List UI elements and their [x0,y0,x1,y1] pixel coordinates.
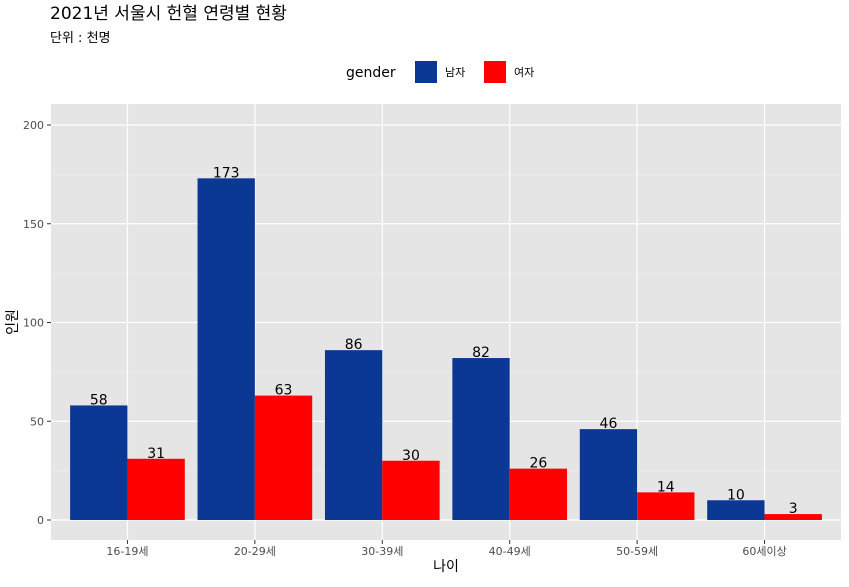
bar-value-label: 46 [600,416,618,432]
bar-female [254,395,313,520]
legend-swatch-female [484,61,506,83]
y-axis: 0 50 100 150 200 [23,119,51,527]
y-tick-label: 150 [23,218,44,231]
y-tick-label: 50 [30,415,44,428]
bar-male [197,178,255,520]
legend-title: gender [346,65,396,81]
bar-female [382,460,440,520]
bar-value-label: 82 [472,345,490,361]
x-tick-label: 30-39세 [361,545,403,558]
bar-value-label: 58 [90,392,108,408]
y-axis-title: 인원 [5,309,21,335]
chart-subtitle: 단위 : 천명 [50,31,111,46]
bar-value-label: 173 [213,165,240,181]
x-axis-title: 나이 [433,559,459,575]
bar-female [764,514,822,520]
bar-value-label: 30 [402,448,420,464]
legend-label-female: 여자 [514,66,534,79]
bar-female [509,468,568,520]
legend-swatch-male [415,61,437,83]
x-tick-label: 16-19세 [106,545,148,558]
x-tick-label: 20-29세 [234,545,276,558]
bar-male [579,429,638,520]
y-tick-label: 200 [23,119,44,132]
bar-male [324,350,383,520]
bar-value-label: 63 [275,383,293,399]
bar-value-label: 86 [345,337,363,353]
bar-value-label: 26 [529,456,547,472]
y-tick-label: 0 [37,514,44,527]
bar-value-label: 3 [789,501,798,517]
bar-female [637,492,695,520]
data-labels: 58 173 86 82 46 10 31 63 30 26 14 3 [90,165,798,517]
legend-label-male: 남자 [445,66,465,79]
chart-title: 2021년 서울시 헌혈 연령별 현황 [50,4,287,24]
bar-male [452,358,510,520]
x-tick-label: 40-49세 [489,545,531,558]
bar-value-label: 31 [147,446,165,462]
bar-female [127,458,185,520]
x-tick-label: 60세이상 [742,545,786,558]
x-tick-label: 50-59세 [616,545,658,558]
x-axis: 16-19세 20-29세 30-39세 40-49세 50-59세 60세이상 [106,540,787,558]
bar-male [707,500,765,520]
bars [70,178,822,520]
y-tick-label: 100 [23,317,44,330]
legend: gender 남자 여자 [346,61,534,83]
bar-male [70,405,128,520]
bar-value-label: 14 [657,479,675,495]
bar-value-label: 10 [727,487,745,503]
